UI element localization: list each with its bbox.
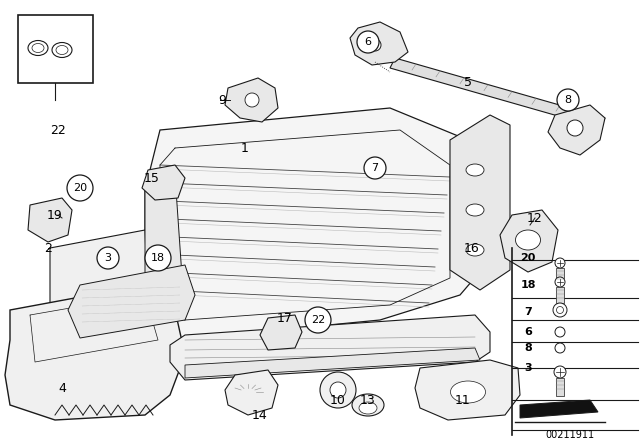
Text: 10: 10 bbox=[330, 393, 346, 406]
Polygon shape bbox=[68, 265, 195, 338]
Polygon shape bbox=[548, 105, 605, 155]
Circle shape bbox=[364, 157, 386, 179]
Text: 2: 2 bbox=[44, 241, 52, 254]
Text: 00211911: 00211911 bbox=[545, 430, 595, 440]
Ellipse shape bbox=[466, 244, 484, 256]
FancyBboxPatch shape bbox=[556, 268, 564, 278]
Circle shape bbox=[369, 39, 381, 51]
Text: 16: 16 bbox=[464, 241, 480, 254]
Ellipse shape bbox=[466, 164, 484, 176]
Text: 22: 22 bbox=[50, 124, 66, 137]
Ellipse shape bbox=[52, 43, 72, 57]
Text: 20: 20 bbox=[73, 183, 87, 193]
Polygon shape bbox=[450, 115, 510, 290]
FancyBboxPatch shape bbox=[556, 378, 564, 396]
Ellipse shape bbox=[466, 204, 484, 216]
Text: 1: 1 bbox=[241, 142, 249, 155]
Ellipse shape bbox=[515, 230, 541, 250]
Circle shape bbox=[305, 307, 331, 333]
Polygon shape bbox=[520, 400, 598, 418]
Circle shape bbox=[145, 245, 171, 271]
Text: 13: 13 bbox=[360, 393, 376, 406]
Ellipse shape bbox=[56, 46, 68, 55]
Polygon shape bbox=[350, 22, 408, 65]
Text: 8: 8 bbox=[564, 95, 572, 105]
Polygon shape bbox=[225, 370, 278, 415]
Text: 7: 7 bbox=[371, 163, 379, 173]
Circle shape bbox=[555, 327, 565, 337]
Text: 6: 6 bbox=[524, 327, 532, 337]
Circle shape bbox=[330, 382, 346, 398]
Circle shape bbox=[67, 175, 93, 201]
Circle shape bbox=[245, 93, 259, 107]
Polygon shape bbox=[390, 58, 605, 128]
Text: 9: 9 bbox=[218, 94, 226, 107]
Text: 20: 20 bbox=[520, 253, 536, 263]
FancyBboxPatch shape bbox=[18, 15, 93, 83]
Ellipse shape bbox=[451, 381, 486, 403]
Text: 18: 18 bbox=[520, 280, 536, 290]
Polygon shape bbox=[145, 108, 490, 340]
Polygon shape bbox=[225, 78, 278, 122]
Ellipse shape bbox=[28, 40, 48, 56]
Polygon shape bbox=[185, 348, 480, 378]
Polygon shape bbox=[260, 315, 302, 350]
Polygon shape bbox=[142, 165, 185, 200]
Text: 3: 3 bbox=[524, 363, 532, 373]
Text: 17: 17 bbox=[277, 311, 293, 324]
Circle shape bbox=[357, 31, 379, 53]
Polygon shape bbox=[50, 230, 148, 330]
Text: 4: 4 bbox=[58, 382, 66, 395]
Text: 3: 3 bbox=[104, 253, 111, 263]
Text: 8: 8 bbox=[524, 343, 532, 353]
Text: 5: 5 bbox=[464, 76, 472, 89]
Circle shape bbox=[320, 372, 356, 408]
Circle shape bbox=[554, 366, 566, 378]
Circle shape bbox=[555, 343, 565, 353]
Polygon shape bbox=[145, 175, 185, 320]
Text: 6: 6 bbox=[365, 37, 371, 47]
Polygon shape bbox=[28, 198, 72, 242]
Text: 11: 11 bbox=[455, 393, 471, 406]
Text: 12: 12 bbox=[527, 211, 543, 224]
Circle shape bbox=[567, 120, 583, 136]
Text: 7: 7 bbox=[524, 307, 532, 317]
Text: 15: 15 bbox=[144, 172, 160, 185]
Polygon shape bbox=[500, 210, 558, 272]
Ellipse shape bbox=[359, 402, 377, 414]
Polygon shape bbox=[415, 360, 520, 420]
Text: 14: 14 bbox=[252, 409, 268, 422]
Text: 19: 19 bbox=[47, 208, 63, 221]
Circle shape bbox=[555, 277, 565, 287]
Ellipse shape bbox=[352, 394, 384, 416]
FancyBboxPatch shape bbox=[556, 287, 564, 303]
Text: 22: 22 bbox=[311, 315, 325, 325]
Circle shape bbox=[557, 89, 579, 111]
Circle shape bbox=[97, 247, 119, 269]
Text: 18: 18 bbox=[151, 253, 165, 263]
Circle shape bbox=[555, 258, 565, 268]
Ellipse shape bbox=[32, 43, 44, 52]
Circle shape bbox=[553, 303, 567, 317]
Polygon shape bbox=[5, 285, 185, 420]
Circle shape bbox=[557, 306, 563, 314]
Polygon shape bbox=[170, 315, 490, 380]
